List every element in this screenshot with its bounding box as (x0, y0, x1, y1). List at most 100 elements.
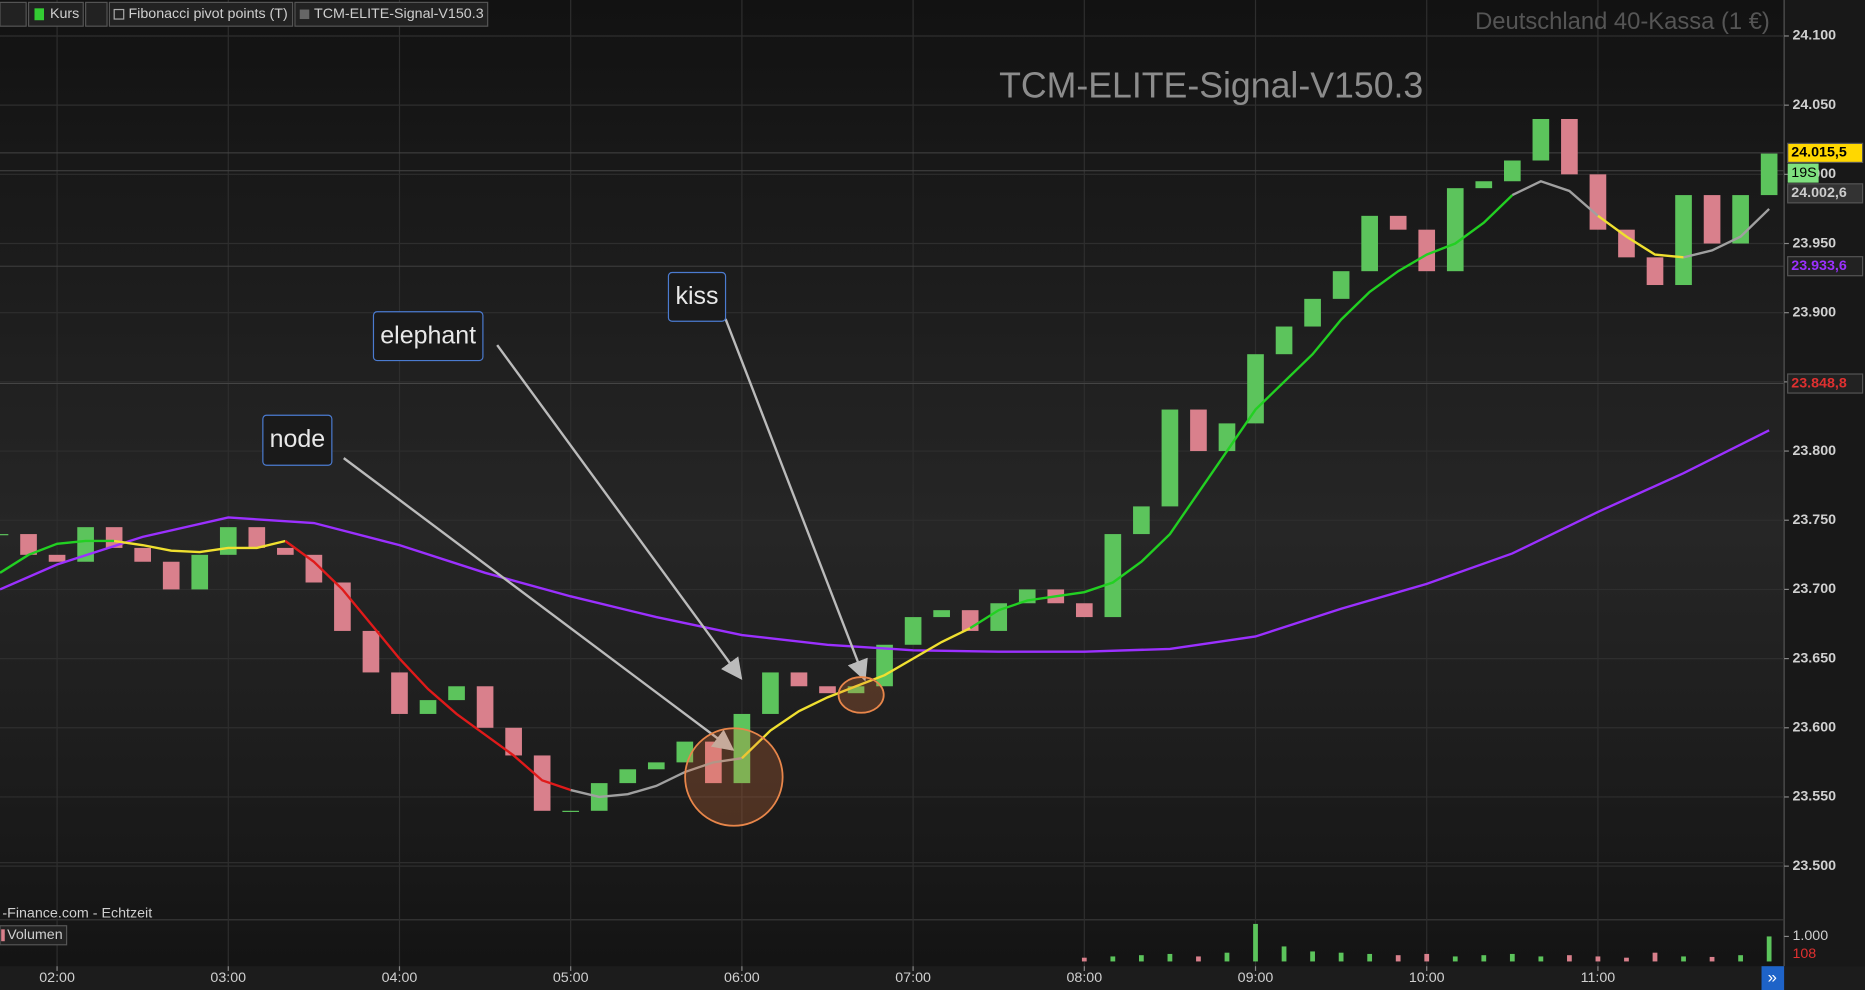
watermark: TCM-ELITE-Signal-V150.3 (999, 65, 1423, 105)
volume-current: 108 (1792, 946, 1816, 962)
y-tick-label: 23.550 (1792, 789, 1836, 805)
candle (876, 644, 893, 687)
y-tick-label: 23.800 (1792, 443, 1836, 459)
price-tag (1787, 142, 1864, 164)
scroll-button[interactable] (1761, 966, 1785, 990)
volume-bar (1110, 956, 1116, 962)
volume-bar (1424, 953, 1430, 962)
moving-average (284, 540, 572, 792)
annotation-box (667, 271, 727, 322)
candle (134, 547, 151, 562)
volume-bar (1567, 955, 1572, 962)
candle (1446, 188, 1464, 272)
candle (847, 686, 865, 694)
candle (391, 672, 408, 714)
x-tick-label: 05:00 (553, 970, 589, 986)
volume-bar (1595, 956, 1601, 962)
toolbar-item[interactable] (294, 1, 489, 27)
toolbar-label: Fibonacci pivot points (T) (128, 6, 287, 22)
annotation-label: kiss (675, 282, 718, 310)
volume-bar (1281, 946, 1287, 962)
timer: 19S (1791, 165, 1816, 181)
candle (790, 672, 808, 687)
candle (1389, 215, 1407, 230)
source-label: -Finance.com - Echtzeit (2, 906, 152, 922)
plot-bg (0, 0, 1785, 967)
price-tag-label: 24.015,5 (1791, 145, 1847, 161)
candle (1104, 534, 1122, 618)
volume-bar (1310, 951, 1315, 962)
candle (1247, 354, 1264, 424)
candle (1475, 181, 1493, 189)
candle (1532, 118, 1550, 161)
x-tick-label: 09:00 (1238, 970, 1274, 986)
price-tag-label: 24.002,6 (1791, 185, 1847, 201)
candle (1504, 160, 1521, 182)
y-tick-label: 23.950 (1792, 235, 1836, 251)
candle (1703, 195, 1721, 244)
instrument-title: Deutschland 40-Kassa (1 €) (1475, 8, 1770, 35)
candle (1646, 257, 1664, 286)
highlight-circle (684, 727, 784, 827)
volume-bar (1367, 953, 1373, 962)
moving-average (113, 539, 286, 554)
candle (448, 686, 465, 701)
checkbox[interactable] (299, 9, 310, 20)
candle (277, 547, 294, 555)
moving-average (1511, 179, 1599, 217)
candle (1618, 229, 1635, 258)
volume-bar (1709, 956, 1715, 962)
y-tick-label: 23.750 (1792, 512, 1836, 528)
candle (533, 755, 551, 811)
checkbox[interactable] (113, 8, 125, 20)
candle (990, 603, 1008, 631)
arrow (343, 457, 735, 751)
candle (1418, 229, 1436, 272)
candle (305, 554, 323, 583)
volume-tick-label: 1.000 (1792, 928, 1828, 944)
volume-bar (1652, 952, 1658, 962)
volume-bar (1395, 955, 1401, 962)
candle (619, 769, 637, 784)
moving-average (0, 429, 1770, 653)
x-tick-label: 03:00 (210, 970, 246, 986)
volume-bar (1167, 953, 1173, 962)
y-tick-label: 24.050 (1792, 97, 1836, 113)
price-tag-label: 23.848,8 (1791, 375, 1847, 391)
volume-bar (1338, 952, 1344, 962)
moving-average (741, 627, 971, 760)
candle (1589, 174, 1607, 230)
candle (162, 561, 180, 590)
volume-bar (1538, 956, 1544, 962)
moving-average (0, 539, 115, 574)
candle (0, 534, 9, 536)
candle (1275, 326, 1293, 355)
candle (20, 534, 37, 555)
volume-bar (1452, 956, 1458, 962)
candle (419, 700, 437, 714)
candle (48, 554, 66, 562)
y-tick-label: 23.700 (1792, 581, 1836, 597)
candle (647, 762, 665, 770)
volume-bar (1139, 955, 1144, 962)
volume-tag[interactable] (0, 925, 68, 946)
y-tick-label: 23.500 (1792, 858, 1836, 874)
toolbar-label: Kurs (50, 6, 79, 22)
arrow (496, 344, 743, 680)
candle (248, 527, 266, 548)
candle (762, 672, 779, 714)
x-tick-label: 04:00 (382, 970, 418, 986)
candle (562, 810, 580, 812)
candle (1075, 603, 1093, 618)
candle (1190, 409, 1207, 452)
moving-average (1597, 214, 1684, 259)
volume-bar (1766, 936, 1772, 962)
price-tag (1787, 256, 1864, 277)
toolbar-icon[interactable] (85, 1, 108, 27)
toolbar-icon[interactable] (0, 1, 27, 27)
x-tick-label: 07:00 (895, 970, 931, 986)
toolbar-item[interactable] (108, 1, 294, 27)
volume-bar (1224, 952, 1230, 962)
volume-bar (1081, 957, 1087, 962)
volume-bar (1481, 955, 1487, 962)
